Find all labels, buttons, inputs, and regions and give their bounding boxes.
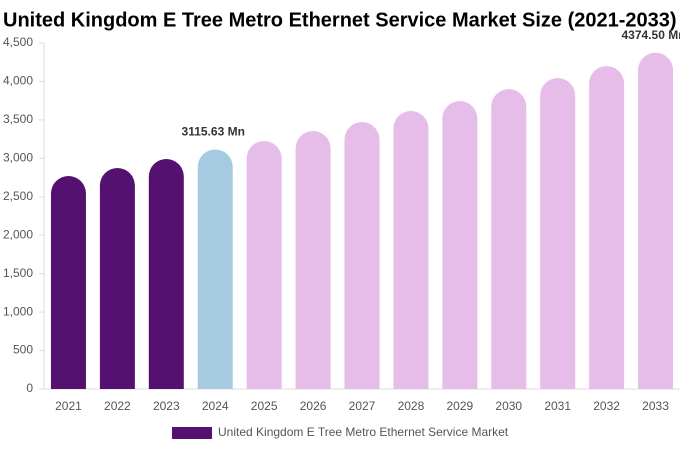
value-label: 3115.63 Mn bbox=[182, 125, 245, 139]
y-tick-label: 1,000 bbox=[3, 304, 33, 318]
x-tick-label: 2032 bbox=[593, 399, 620, 413]
x-tick-label: 2033 bbox=[642, 399, 669, 413]
y-tick-label: 3,000 bbox=[3, 151, 33, 165]
y-tick-label: 4,000 bbox=[3, 74, 33, 88]
x-tick-label: 2025 bbox=[251, 399, 278, 413]
x-tick-label: 2028 bbox=[398, 399, 425, 413]
x-tick-label: 2023 bbox=[153, 399, 180, 413]
y-tick-label: 0 bbox=[26, 381, 33, 395]
x-tick-label: 2024 bbox=[202, 399, 229, 413]
bar bbox=[344, 122, 380, 389]
y-tick-label: 1,500 bbox=[3, 266, 33, 280]
bar bbox=[442, 101, 478, 389]
x-tick-label: 2031 bbox=[544, 399, 571, 413]
y-tick-label: 500 bbox=[13, 343, 33, 357]
bar bbox=[99, 168, 135, 389]
bar bbox=[246, 141, 282, 389]
y-tick-label: 4,500 bbox=[3, 35, 33, 49]
y-tick-label: 3,500 bbox=[3, 112, 33, 126]
bar bbox=[197, 149, 233, 389]
x-tick-label: 2022 bbox=[104, 399, 131, 413]
bar bbox=[491, 89, 527, 389]
chart-title: United Kingdom E Tree Metro Ethernet Ser… bbox=[3, 9, 677, 31]
legend-swatch bbox=[172, 427, 212, 439]
x-tick-label: 2026 bbox=[300, 399, 327, 413]
x-tick-label: 2029 bbox=[446, 399, 473, 413]
bar bbox=[50, 176, 86, 389]
bar bbox=[589, 66, 625, 390]
x-tick-label: 2021 bbox=[55, 399, 82, 413]
bar bbox=[295, 131, 331, 389]
bar bbox=[638, 52, 674, 389]
bar bbox=[148, 159, 184, 389]
y-tick-label: 2,000 bbox=[3, 227, 33, 241]
value-label: 4374.50 Mn bbox=[622, 28, 680, 42]
y-tick-label: 2,500 bbox=[3, 189, 33, 203]
bar bbox=[393, 111, 429, 389]
bar bbox=[540, 78, 576, 389]
x-tick-label: 2030 bbox=[495, 399, 522, 413]
legend-label: United Kingdom E Tree Metro Ethernet Ser… bbox=[218, 425, 509, 439]
x-tick-label: 2027 bbox=[349, 399, 376, 413]
